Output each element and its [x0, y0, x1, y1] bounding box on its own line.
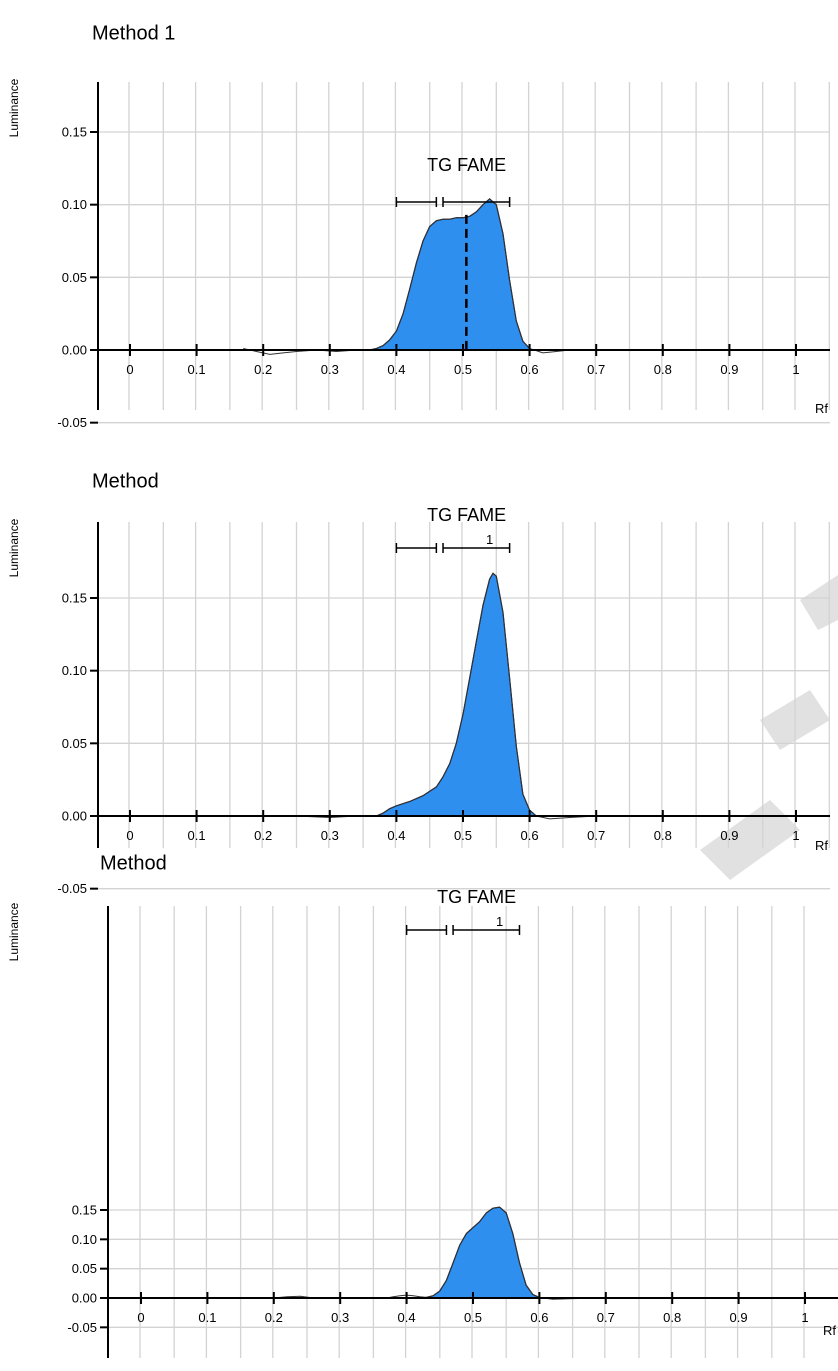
y-tick-label: -0.05 — [67, 1320, 97, 1335]
x-tick-label: 0.2 — [265, 1310, 283, 1325]
y-tick-label: 0.05 — [62, 736, 87, 751]
x-axis-title: Rf — [815, 838, 828, 853]
x-axis-title: Rf — [815, 401, 828, 416]
y-tick-label: 0.15 — [62, 125, 87, 140]
y-tick-label: 0.15 — [72, 1203, 97, 1218]
x-tick-label: 0 — [126, 362, 133, 377]
x-tick-label: 0.6 — [530, 1310, 548, 1325]
x-tick-label: 0.1 — [198, 1310, 216, 1325]
y-tick-label: 0.05 — [72, 1261, 97, 1276]
x-tick-label: 0.3 — [331, 1310, 349, 1325]
y-tick-label: 0.15 — [62, 591, 87, 606]
x-tick-label: 1 — [792, 362, 799, 377]
x-tick-label: 0.5 — [454, 362, 472, 377]
x-tick-label: 0 — [137, 1310, 144, 1325]
x-tick-label: 0.9 — [720, 828, 738, 843]
x-tick-label: 0.7 — [597, 1310, 615, 1325]
x-tick-label: 0.6 — [521, 362, 539, 377]
x-tick-label: 0.5 — [464, 1310, 482, 1325]
chart-panel: Method 0 0.1 0.2 0.3 0.4 0.5 0.6 0.7 0.8 0.9 1 -0.05… — [7, 470, 830, 896]
rf-range-bracket — [395, 197, 438, 207]
x-axis-title: Rf — [823, 1323, 836, 1338]
y-tick-label: 0.05 — [62, 270, 87, 285]
x-tick-label: 1 — [801, 1310, 808, 1325]
peak-area — [376, 572, 538, 817]
x-tick-label: 0.1 — [188, 828, 206, 843]
y-tick-label: 0.00 — [62, 343, 87, 358]
peak-label: 1 — [486, 532, 493, 547]
x-tick-label: 0.3 — [321, 828, 339, 843]
method-title: Method — [92, 470, 159, 492]
peak-area — [369, 198, 531, 351]
x-tick-label: 0.1 — [188, 362, 206, 377]
x-tick-label: 0.8 — [654, 828, 672, 843]
x-tick-label: 0.3 — [321, 362, 339, 377]
rf-range-bracket — [405, 925, 448, 935]
y-tick-label: -0.05 — [57, 415, 87, 430]
series-line — [260, 1206, 606, 1300]
peak-label: 1 — [496, 914, 503, 929]
method-title: Method — [100, 852, 167, 874]
x-tick-label: 0.4 — [398, 1310, 416, 1325]
x-tick-label: 0.8 — [663, 1310, 681, 1325]
x-tick-label: 0.5 — [454, 828, 472, 843]
x-tick-label: 0.7 — [587, 362, 605, 377]
x-tick-label: 0.2 — [254, 362, 272, 377]
annotation-label: TG FAME — [427, 155, 506, 175]
chart-panel: Method 0 0.1 0.2 0.3 0.4 0.5 0.6 0.7 0.8 0.9 1 -0.05… — [7, 852, 838, 1358]
x-tick-label: 1 — [792, 828, 799, 843]
annotation-label: TG FAME — [427, 505, 506, 525]
rf-range-bracket — [442, 543, 511, 553]
y-tick-label: 0.10 — [62, 663, 87, 678]
rf-range-bracket — [395, 543, 438, 553]
x-tick-label: 0.9 — [730, 1310, 748, 1325]
x-tick-label: 0.9 — [720, 362, 738, 377]
y-tick-label: 0.00 — [72, 1291, 97, 1306]
y-axis-title: Luminance — [7, 78, 21, 137]
x-tick-label: 0.2 — [254, 828, 272, 843]
series-line — [243, 198, 570, 355]
y-axis-title: Luminance — [7, 518, 21, 577]
x-tick-label: 0 — [126, 828, 133, 843]
y-tick-label: 0.00 — [62, 809, 87, 824]
x-tick-label: 0.7 — [587, 828, 605, 843]
y-tick-label: 0.10 — [72, 1232, 97, 1247]
series-line — [229, 572, 597, 820]
method-title: Method 1 — [92, 22, 175, 44]
x-tick-label: 0.4 — [387, 828, 405, 843]
y-axis-title: Luminance — [7, 902, 21, 961]
x-tick-label: 0.6 — [521, 828, 539, 843]
y-tick-label: -0.05 — [57, 881, 87, 896]
chart-panel: Method 1 0 0.1 0.2 0.3 0.4 0.5 0.6 0.7 0.8 0.9 1 -0.… — [7, 22, 830, 430]
x-tick-label: 0.4 — [387, 362, 405, 377]
y-tick-label: 0.10 — [62, 197, 87, 212]
x-tick-label: 0.8 — [654, 362, 672, 377]
annotation-label: TG FAME — [437, 887, 516, 907]
rf-range-bracket — [452, 925, 521, 935]
rf-range-bracket — [442, 197, 511, 207]
